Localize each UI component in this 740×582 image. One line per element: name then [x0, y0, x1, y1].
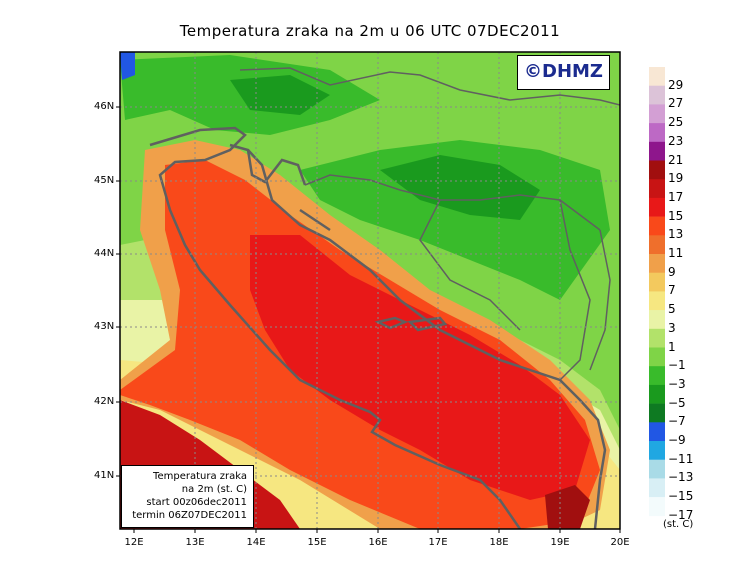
legend-swatch [649, 403, 665, 423]
legend-label: −17 [668, 507, 694, 522]
legend-swatch [649, 104, 665, 124]
info-box: Temperatura zraka na 2m (st. C) start 00… [121, 465, 254, 528]
legend-label: −15 [668, 489, 694, 504]
legend-label: −1 [668, 358, 686, 373]
legend-label: 19 [668, 171, 684, 186]
lat-label-44n: 44N [94, 248, 115, 259]
legend-swatch [649, 478, 665, 498]
lat-label-41n: 41N [94, 470, 115, 481]
temperature-field [120, 52, 620, 529]
field-red [250, 235, 590, 500]
lon-label-14e: 14E [246, 537, 266, 548]
border-5 [589, 229, 611, 371]
map-frame [119, 51, 621, 530]
legend-label: 7 [668, 283, 676, 298]
legend-label: 13 [668, 227, 684, 242]
field-cold-inland [300, 140, 610, 300]
lat-label-43n: 43N [94, 321, 115, 332]
legend-swatch [649, 160, 665, 180]
legend-swatch [649, 197, 665, 217]
legend-label: −7 [668, 414, 686, 429]
map-title: Temperatura zraka na 2m u 06 UTC 07DEC20… [179, 22, 561, 40]
coast-italy [149, 126, 522, 529]
legend-swatch [649, 67, 665, 86]
legend-swatch [649, 328, 665, 348]
legend-label: 9 [668, 264, 676, 279]
legend-label: 27 [668, 96, 684, 111]
lat-label-45n: 45N [94, 175, 115, 186]
legend-label: 11 [668, 246, 684, 260]
country-borders [239, 67, 620, 381]
island-1 [299, 208, 331, 232]
info-line-2: na 2m (st. C) [181, 484, 247, 495]
lon-label-20e: 20E [610, 537, 630, 548]
legend-swatch [649, 85, 665, 105]
legend-label: −9 [668, 433, 686, 447]
legend-swatch [649, 366, 665, 386]
legend-label: 23 [668, 133, 684, 148]
info-line-1: Temperatura zraka [153, 471, 247, 482]
lon-label-12e: 12E [124, 537, 144, 548]
lon-label-13e: 13E [185, 537, 205, 548]
legend-swatch [649, 291, 665, 311]
field-nw-blue [120, 52, 135, 80]
coast-balkan [247, 149, 607, 529]
border-3 [419, 199, 521, 331]
legend-label: 3 [668, 320, 676, 335]
color-legend [649, 67, 665, 517]
legend-swatch [649, 441, 665, 460]
info-line-3: start 00z06dec2011 [146, 497, 247, 508]
legend-label: −13 [668, 470, 694, 485]
coast-istria [229, 143, 307, 186]
legend-swatch [649, 179, 665, 199]
field-very-cold [380, 155, 540, 220]
legend-swatch [649, 254, 665, 273]
border-4 [559, 199, 591, 381]
island-2 [374, 316, 409, 330]
legend-swatch [649, 384, 665, 404]
legend-swatch [649, 347, 665, 367]
tick-marks [116, 106, 621, 533]
legend-swatch [649, 141, 665, 161]
legend-label: 29 [668, 77, 684, 92]
border-1 [239, 67, 620, 106]
legend-swatch [649, 123, 665, 143]
lon-label-19e: 19E [550, 537, 570, 548]
legend-label: 1 [668, 339, 676, 354]
legend-label: 21 [668, 152, 684, 167]
grid-lines [120, 52, 620, 529]
lon-label-17e: 17E [428, 537, 448, 548]
legend-unit: (st. C) [663, 519, 694, 530]
legend-label: −3 [668, 376, 686, 391]
legend-swatch [649, 497, 665, 517]
legend-label: 17 [668, 189, 684, 204]
legend-swatch [649, 272, 665, 292]
legend-swatch [649, 235, 665, 255]
lat-label-42n: 42N [94, 396, 115, 407]
lat-label-46n: 46N [94, 101, 115, 112]
legend-swatch [649, 310, 665, 330]
legend-label: 25 [668, 115, 684, 130]
info-line-4: termin 06Z07DEC2011 [132, 510, 247, 521]
legend-label: 5 [668, 302, 676, 317]
legend-label: 15 [668, 208, 684, 223]
legend-label: −11 [668, 451, 694, 466]
lon-label-15e: 15E [307, 537, 327, 548]
lon-label-18e: 18E [489, 537, 509, 548]
field-dark-red-s [545, 485, 590, 529]
legend-label: −5 [668, 395, 686, 410]
dhmz-logo: ©DHMZ [517, 55, 610, 90]
legend-swatch [649, 459, 665, 479]
field-very-cold-2 [230, 75, 330, 115]
coastlines [149, 126, 607, 529]
legend-swatch [649, 422, 665, 442]
lon-label-16e: 16E [368, 537, 388, 548]
legend-swatch [649, 216, 665, 236]
